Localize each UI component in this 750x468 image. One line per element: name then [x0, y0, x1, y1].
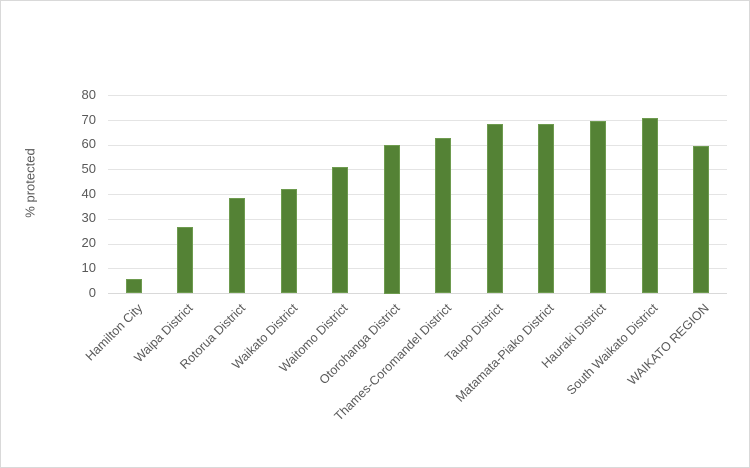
y-tick-label: 50 [81, 161, 96, 176]
y-axis-title: % protected [22, 148, 38, 218]
y-tick-label: 60 [81, 136, 96, 151]
gridline [108, 169, 727, 170]
bar[interactable] [229, 198, 245, 293]
bar[interactable] [435, 138, 451, 293]
y-tick-label: 40 [81, 186, 96, 201]
bar[interactable] [332, 167, 348, 293]
gridline [108, 268, 727, 269]
gridline [108, 194, 727, 195]
x-axis-line [108, 293, 727, 294]
y-tick-label: 80 [81, 87, 96, 102]
gridline [108, 120, 727, 121]
bar[interactable] [693, 146, 709, 293]
bar[interactable] [177, 227, 193, 293]
y-tick-label: 0 [88, 285, 96, 300]
bar[interactable] [590, 121, 606, 293]
x-tick-label: South Waikato District [563, 301, 661, 398]
bar[interactable] [487, 124, 503, 293]
gridline [108, 145, 727, 146]
y-tick-label: 20 [81, 235, 96, 250]
gridline [108, 244, 727, 245]
bar[interactable] [538, 124, 554, 293]
bar[interactable] [126, 279, 142, 293]
x-tick-label: Matamata-Piako District [452, 301, 557, 405]
y-tick-label: 30 [81, 210, 96, 225]
y-tick-label: 10 [81, 260, 96, 275]
bar[interactable] [642, 118, 658, 293]
gridline [108, 95, 727, 96]
bar[interactable] [281, 189, 297, 293]
y-tick-label: 70 [81, 112, 96, 127]
gridline [108, 219, 727, 220]
bar[interactable] [384, 145, 400, 294]
